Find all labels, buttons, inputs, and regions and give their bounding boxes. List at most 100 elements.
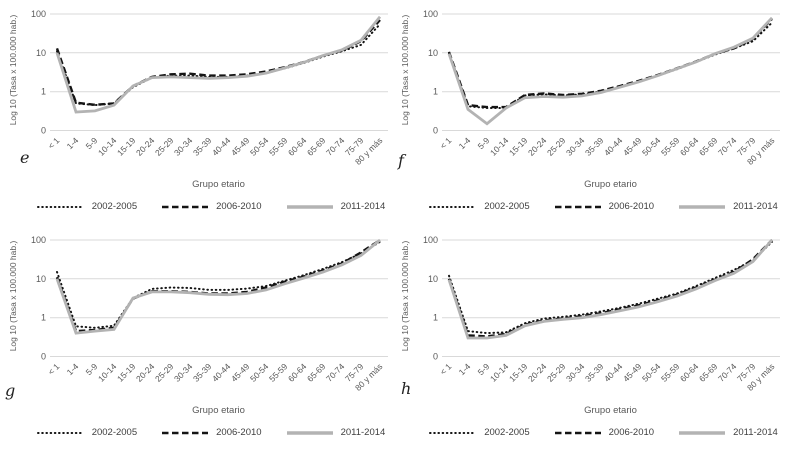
legend-item-2006-2010: 2006-2010 [554,201,654,212]
y-tick-label: 0 [433,126,438,136]
series-line-2002-2005 [56,23,381,107]
legend-item-2002-2005: 2002-2005 [36,427,137,438]
x-tick-label: 45-49 [621,135,644,158]
x-tick-label: 10-14 [488,135,511,158]
x-tick-label: 55-59 [267,135,290,158]
x-tick-label: 20-24 [526,135,549,158]
legend-item-2011-2014: 2011-2014 [286,427,386,438]
y-tick-label: 1 [41,313,46,323]
legend-label: 2002-2005 [91,201,138,212]
x-tick-label: 15-19 [507,135,530,158]
x-tick-label: 20-24 [134,135,157,158]
series-line-2002-2005 [56,240,381,329]
x-axis-title: Grupo etario [584,405,637,416]
legend-label: 2006-2010 [608,201,655,212]
legend-item-2011-2014: 2011-2014 [678,201,778,212]
series-line-2002-2005 [448,240,773,335]
x-tick-label: < 1 [46,135,62,151]
series-line-2006-2010 [55,19,381,107]
series-line-2011-2014 [55,15,382,114]
legend-item-2011-2014: 2011-2014 [678,427,778,438]
series-line-2011-2014 [55,238,381,335]
legend-item-2002-2005: 2002-2005 [429,201,530,212]
x-tick-label: < 1 [438,361,454,377]
x-tick-label: < 1 [46,361,62,377]
x-tick-label: 40-44 [602,361,625,384]
x-tick-label: 25-29 [545,135,568,158]
legend-item-2002-2005: 2002-2005 [36,201,138,212]
legend-line-sample [429,205,478,208]
panel-letter: e [20,148,30,167]
legend-label: 2011-2014 [733,201,778,212]
x-tick-label: 70-74 [716,361,739,384]
legend-line-sample [162,431,209,434]
x-tick-label: 25-29 [545,361,568,384]
x-tick-label: 30-34 [564,135,587,158]
y-tick-label: 10 [36,274,46,284]
x-tick-label: 30-34 [564,361,587,384]
legend-label: 2011-2014 [340,201,386,212]
legend-item-2006-2010: 2006-2010 [161,201,262,212]
x-tick-label: 1-4 [65,135,81,151]
legend-line-sample [162,205,209,208]
x-tick-label: 15-19 [507,361,530,384]
x-tick-label: 70-74 [716,135,739,158]
x-tick-label: 60-64 [286,135,309,158]
y-tick-label: 0 [41,352,46,362]
x-tick-label: 65-69 [305,135,328,158]
legend-line-sample [36,431,85,434]
legend-label: 2006-2010 [216,201,262,212]
legend-line-sample [286,430,333,435]
x-tick-label: 70-74 [324,135,347,158]
x-tick-label: 45-49 [621,361,644,384]
x-tick-label: 15-19 [115,361,138,384]
legend-label: 2006-2010 [216,427,262,438]
panel-letter: f [398,151,404,170]
legend-label: 2006-2010 [608,427,655,438]
y-tick-label: 1 [433,87,438,97]
x-tick-label: 1-4 [65,361,81,377]
x-tick-label: 65-69 [697,135,720,158]
y-tick-label: 1 [41,87,46,97]
x-tick-label: 1-4 [457,361,473,377]
y-tick-label: 100 [31,9,46,19]
series-line-2011-2014 [447,16,774,126]
x-tick-label: 40-44 [210,135,233,158]
x-tick-label: 1-4 [457,135,473,151]
x-tick-label: 10-14 [488,361,511,384]
panel-letter: g [5,381,16,400]
legend-line-sample [554,431,601,434]
x-tick-label: 10-14 [96,135,119,158]
x-axis-title: Grupo etario [192,405,245,416]
series-line-2006-2010 [447,18,773,109]
x-tick-label: 35-39 [583,135,606,158]
legend-line-sample [286,204,333,209]
x-tick-label: 50-54 [640,361,663,384]
chart-legend: 2002-2005 2006-2010 2011-2014 [30,427,392,438]
legend-label: 2011-2014 [340,427,386,438]
legend-line-sample [679,430,726,435]
x-tick-label: 50-54 [640,135,663,158]
legend-label: 2011-2014 [733,427,778,438]
x-tick-label: 30-34 [172,135,195,158]
x-tick-label: 45-49 [229,361,252,384]
x-tick-label: 25-29 [153,361,176,384]
y-tick-label: 100 [423,235,438,245]
x-tick-label: 20-24 [134,361,157,384]
legend-line-sample [554,205,601,208]
x-tick-label: 60-64 [286,361,309,384]
x-tick-label: 35-39 [583,361,606,384]
series-line-2011-2014 [447,239,774,340]
x-tick-label: 55-59 [267,361,290,384]
x-tick-label: 65-69 [305,361,328,384]
x-tick-label: 45-49 [229,135,252,158]
chart-legend: 2002-2005 2006-2010 2011-2014 [422,201,785,212]
panel-letter: h [401,379,412,398]
legend-item-2011-2014: 2011-2014 [286,201,386,212]
x-tick-label: 30-34 [172,361,195,384]
chart-legend: 2002-2005 2006-2010 2011-2014 [422,427,785,438]
